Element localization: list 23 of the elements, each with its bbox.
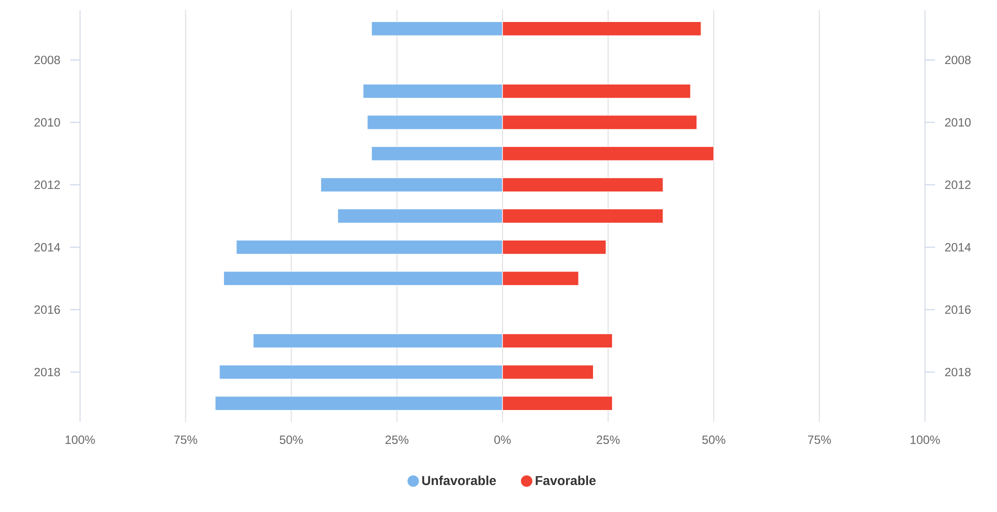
y-tick-label: 2008 <box>34 56 60 64</box>
x-tick-label: 25% <box>386 436 408 444</box>
y-tick-label: 2010 <box>34 118 60 127</box>
category-label: 2012 <box>945 180 971 190</box>
category-label: 2008 <box>945 56 971 64</box>
category-label: 2010 <box>945 118 971 127</box>
x-tick-label: 75% <box>174 436 198 444</box>
y-tick-label: 2016 <box>34 305 60 314</box>
x-tick-label: 100% <box>910 436 940 444</box>
x-tick-label: 75% <box>808 436 831 444</box>
category-label: 2018 <box>945 368 971 376</box>
y-tick-label: 2014 <box>34 242 60 252</box>
x-tick-label: 0% <box>494 436 511 444</box>
legend-label: Favorable <box>536 476 596 486</box>
x-tick-label: 50% <box>280 436 303 444</box>
y-tick-label: 2012 <box>34 180 60 190</box>
x-tick-label: 50% <box>702 436 726 444</box>
category-label: 2016 <box>945 305 971 314</box>
x-tick-label: 25% <box>596 436 620 444</box>
y-tick-label: 2018 <box>34 368 60 376</box>
x-tick-label: 100% <box>66 436 95 444</box>
category-label: 2014 <box>945 242 971 252</box>
legend-label: Unfavorable <box>422 476 496 486</box>
